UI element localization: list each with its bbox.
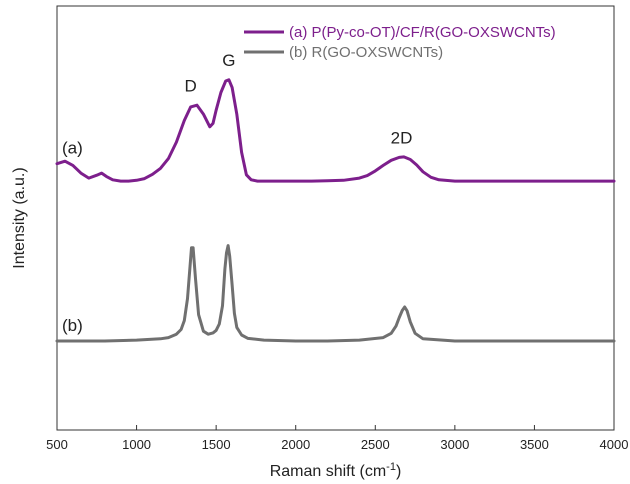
y-axis-title: Intensity (a.u.): [11, 167, 28, 268]
x-tick-label: 3500: [520, 437, 549, 452]
peak-label: G: [222, 51, 235, 70]
x-tick-label: 2000: [281, 437, 310, 452]
series-line-b: [55, 244, 616, 343]
x-tick-label: 1000: [122, 437, 151, 452]
x-tick-label: 3000: [440, 437, 469, 452]
peak-label: D: [185, 76, 197, 95]
series-line-a: [55, 78, 616, 183]
plot-border: [56, 5, 615, 431]
legend-entry: (a) P(Py-co-OT)/CF/R(GO-OXSWCNTs): [289, 24, 556, 41]
plot-frame: [56, 5, 615, 431]
series-group: (a) (b): [55, 78, 616, 343]
curve-label-b: (b): [62, 316, 83, 335]
curve-label-a: (a): [62, 139, 83, 158]
x-axis-title: Raman shift (cm-1): [270, 461, 402, 480]
x-tick-label: 1500: [202, 437, 231, 452]
peak-label: 2D: [391, 129, 413, 148]
x-tick-label: 500: [46, 437, 68, 452]
legend-entry: (b) R(GO-OXSWCNTs): [289, 44, 443, 61]
legend: (a) P(Py-co-OT)/CF/R(GO-OXSWCNTs) (b) R(G…: [244, 24, 556, 61]
x-tick-label: 4000: [600, 437, 629, 452]
peak-annotations: D G 2D: [185, 51, 413, 148]
x-axis-ticks: 500 1000 1500 2000 2500 3000 3500 4000: [46, 425, 628, 452]
x-tick-label: 2500: [361, 437, 390, 452]
